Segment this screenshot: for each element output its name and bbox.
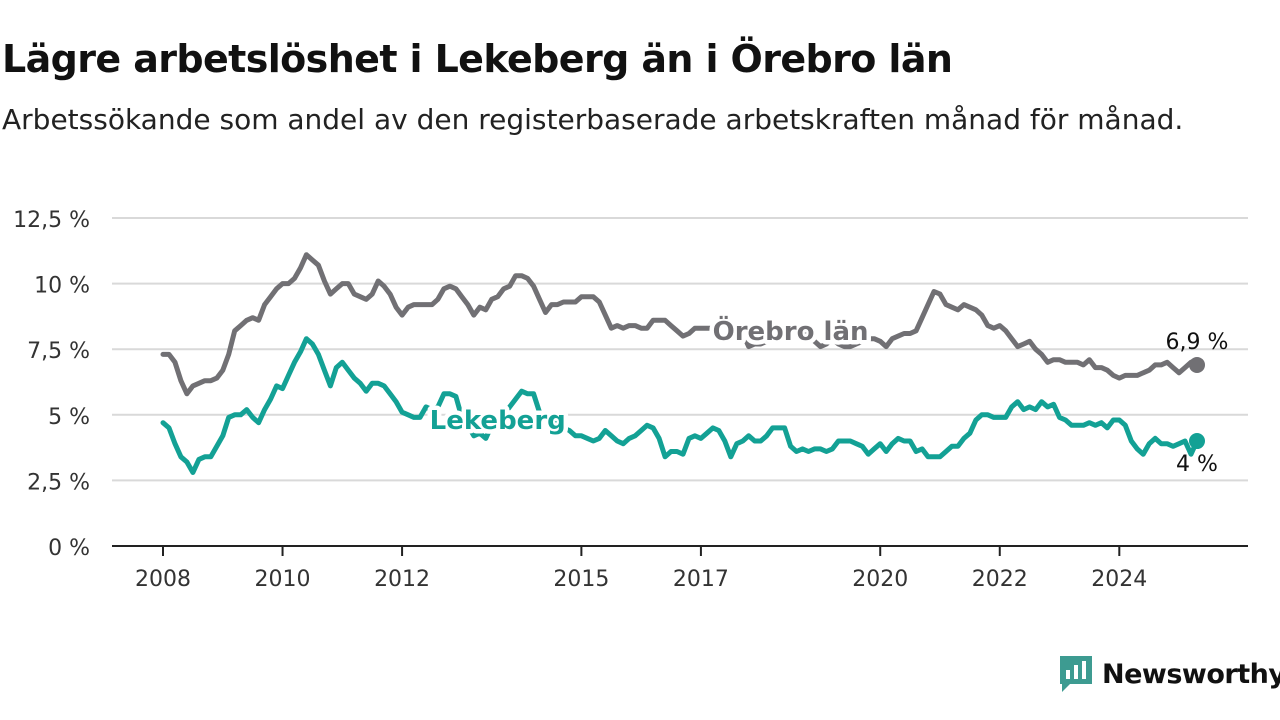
grid-lines	[112, 217, 1248, 482]
y-tick-label: 0 %	[48, 536, 90, 561]
x-tick-label: 2012	[374, 567, 430, 592]
y-tick-label: 5 %	[48, 405, 90, 430]
x-tick-label: 2015	[553, 567, 609, 592]
series-line-lekeberg	[160, 336, 1200, 475]
series-end-point	[1189, 433, 1205, 450]
newsworthy-brand: Newsworthy	[1058, 654, 1280, 694]
y-tick-label: 10 %	[34, 274, 90, 299]
x-axis-ticks: 2008 2010 2012 2015 2017 2020 2022 2024	[135, 546, 1147, 592]
x-tick-label: 2022	[972, 567, 1028, 592]
series-end-point	[1189, 356, 1205, 373]
x-tick-label: 2010	[255, 567, 311, 592]
newsworthy-logo-icon	[1060, 656, 1092, 692]
y-tick-label: 7,5 %	[27, 339, 90, 364]
series-inline-label: Lekeberg	[430, 406, 566, 436]
page-title: Lägre arbetslöshet i Lekeberg än i Örebr…	[2, 37, 953, 81]
y-tick-label: 2,5 %	[27, 470, 90, 495]
series-lines	[160, 252, 1205, 475]
y-axis-tick-labels: 0 % 2,5 % 5 % 7,5 % 10 % 12,5 %	[13, 208, 90, 561]
series-line--rebro-l-n	[160, 252, 1200, 397]
series-end-value-label: 6,9 %	[1166, 330, 1229, 355]
newsworthy-wordmark: Newsworthy	[1102, 658, 1280, 690]
x-tick-label: 2020	[852, 567, 908, 592]
y-tick-label: 12,5 %	[13, 208, 90, 233]
x-tick-label: 2024	[1091, 567, 1147, 592]
x-tick-label: 2008	[135, 567, 191, 592]
series-inline-label: Örebro län	[713, 314, 869, 347]
x-tick-label: 2017	[673, 567, 729, 592]
series-labels: 6,9 % 4 % Örebro län Lekeberg	[425, 309, 1229, 477]
series-end-value-label: 4 %	[1176, 452, 1218, 477]
page-subtitle: Arbetssökande som andel av den registerb…	[2, 103, 1184, 136]
